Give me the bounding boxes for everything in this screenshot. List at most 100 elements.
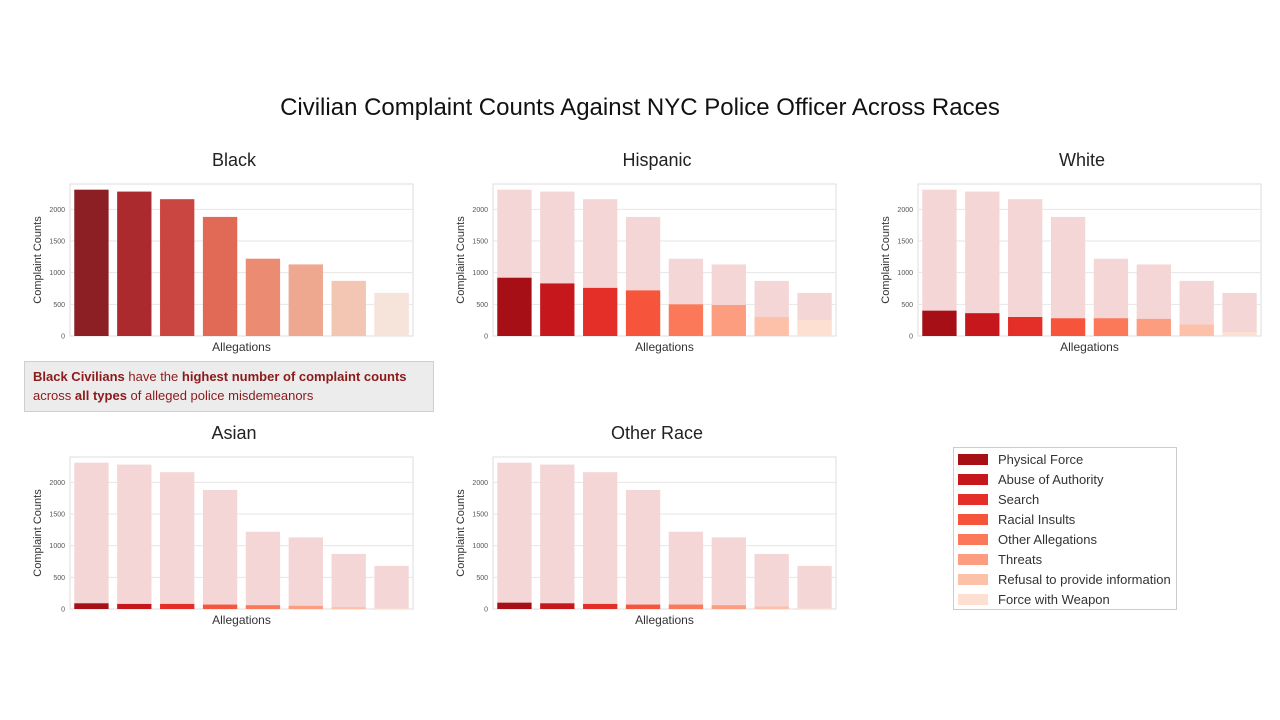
bar	[540, 603, 575, 609]
annotation-emphasis: Black Civilians	[33, 369, 125, 384]
y-tick-label: 1500	[897, 239, 913, 246]
bar	[288, 605, 323, 609]
bar	[754, 606, 789, 609]
bar	[754, 317, 789, 336]
annotation-emphasis: highest number of complaint counts	[181, 369, 407, 384]
chart-other-race: 0 500 1000 1500 2000 Allegations Complaint Cou…	[455, 456, 837, 627]
bar-total	[1050, 216, 1086, 336]
y-tick-label: 0	[61, 607, 65, 614]
y-axis-label: Complaint Counts	[32, 489, 44, 577]
legend-label: Racial Insults	[998, 511, 1076, 527]
bar-total	[202, 489, 238, 609]
panel-title: Hispanic	[622, 150, 692, 170]
bar	[965, 313, 1000, 336]
bar-total	[374, 565, 409, 609]
bar-total	[1222, 292, 1257, 336]
bar	[668, 604, 704, 609]
bar	[668, 304, 704, 336]
legend-swatch	[958, 473, 988, 485]
panel-title: White	[1058, 150, 1105, 170]
bar	[1222, 332, 1257, 336]
bar-total	[965, 191, 1000, 336]
bar-total	[74, 462, 109, 609]
legend-swatch	[958, 553, 988, 565]
x-axis-label: Allegations	[1060, 340, 1119, 354]
bar-total	[583, 472, 618, 609]
legend-item: Other Allegations	[958, 530, 1097, 548]
panel-black: Black 0 500 1000 1500 2000 Allegations Complai…	[28, 150, 440, 360]
annotation-text: of alleged police misdemeanors	[126, 388, 314, 403]
bar-total	[497, 462, 532, 609]
x-axis-label: Allegations	[635, 613, 694, 627]
page-title: Civilian Complaint Counts Against NYC Po…	[280, 94, 1000, 121]
legend-swatch	[958, 453, 988, 465]
bar	[711, 605, 746, 609]
bar	[245, 605, 281, 609]
legend-swatch	[958, 533, 988, 545]
bar-total	[625, 489, 661, 609]
y-tick-label: 500	[476, 302, 488, 309]
bar	[1050, 318, 1086, 336]
bar	[583, 287, 618, 336]
y-tick-label: 0	[61, 334, 65, 341]
legend-item: Threats	[958, 550, 1042, 568]
y-tick-label: 1500	[49, 512, 65, 519]
y-tick-label: 2000	[472, 480, 488, 487]
panel-other-race: Other Race 0 500 1000 1500 2000 Allegations Co…	[451, 423, 863, 633]
panel-asian: Asian 0 500 1000 1500 2000 Allegations Complai…	[28, 423, 440, 633]
bar	[288, 264, 323, 336]
bar-total	[668, 531, 704, 609]
bar-total	[1008, 199, 1043, 336]
chart-asian: 0 500 1000 1500 2000 Allegations Complaint Cou…	[32, 456, 414, 627]
bar-total	[245, 531, 281, 609]
annotation-text: across	[33, 388, 75, 403]
bar-total	[797, 565, 832, 609]
bar-total	[711, 537, 746, 609]
legend-label: Threats	[998, 551, 1043, 567]
legend-label: Other Allegations	[998, 531, 1098, 547]
y-axis-label: Complaint Counts	[455, 489, 467, 577]
y-tick-label: 500	[476, 575, 488, 582]
bar	[374, 292, 409, 336]
legend-swatch	[958, 593, 988, 605]
y-tick-label: 1500	[49, 239, 65, 246]
bar	[74, 189, 109, 336]
legend-item: Physical Force	[958, 450, 1083, 468]
annotation-box: Black Civilians have the highest number …	[24, 361, 434, 412]
bar	[497, 602, 532, 609]
bar	[160, 603, 195, 609]
y-tick-label: 2000	[49, 480, 65, 487]
y-tick-label: 1000	[472, 270, 488, 277]
bar	[74, 603, 109, 609]
legend-item: Refusal to provide information	[958, 570, 1171, 588]
panel-white: White 0 500 1000 1500 2000 Allegations Complai…	[876, 150, 1280, 360]
y-axis-label: Complaint Counts	[455, 216, 467, 304]
annotation-emphasis: all types	[74, 388, 127, 403]
y-tick-label: 1000	[472, 543, 488, 550]
y-tick-label: 2000	[49, 207, 65, 214]
bar-total	[540, 464, 575, 609]
bar-total	[754, 553, 789, 609]
legend-swatch	[958, 493, 988, 505]
legend: Physical Force Abuse of Authority Search Ra…	[953, 447, 1177, 610]
legend-label: Force with Weapon	[998, 591, 1110, 607]
bar-total	[160, 472, 195, 609]
bar	[625, 604, 661, 609]
bar	[1136, 318, 1171, 336]
bar	[160, 199, 195, 336]
x-axis-label: Allegations	[212, 613, 271, 627]
bar	[374, 608, 409, 609]
annotation-text: have the	[124, 369, 182, 384]
y-tick-label: 1000	[897, 270, 913, 277]
chart-white: 0 500 1000 1500 2000 Allegations Complaint Cou…	[880, 183, 1262, 354]
y-tick-label: 1500	[472, 512, 488, 519]
y-tick-label: 0	[484, 334, 488, 341]
y-tick-label: 2000	[897, 207, 913, 214]
legend-label: Refusal to provide information	[998, 571, 1171, 587]
bar	[540, 283, 575, 336]
panel-title: Asian	[211, 423, 257, 443]
bar	[202, 216, 238, 336]
x-axis-label: Allegations	[212, 340, 271, 354]
y-tick-label: 0	[909, 334, 913, 341]
bar-total	[117, 464, 152, 609]
